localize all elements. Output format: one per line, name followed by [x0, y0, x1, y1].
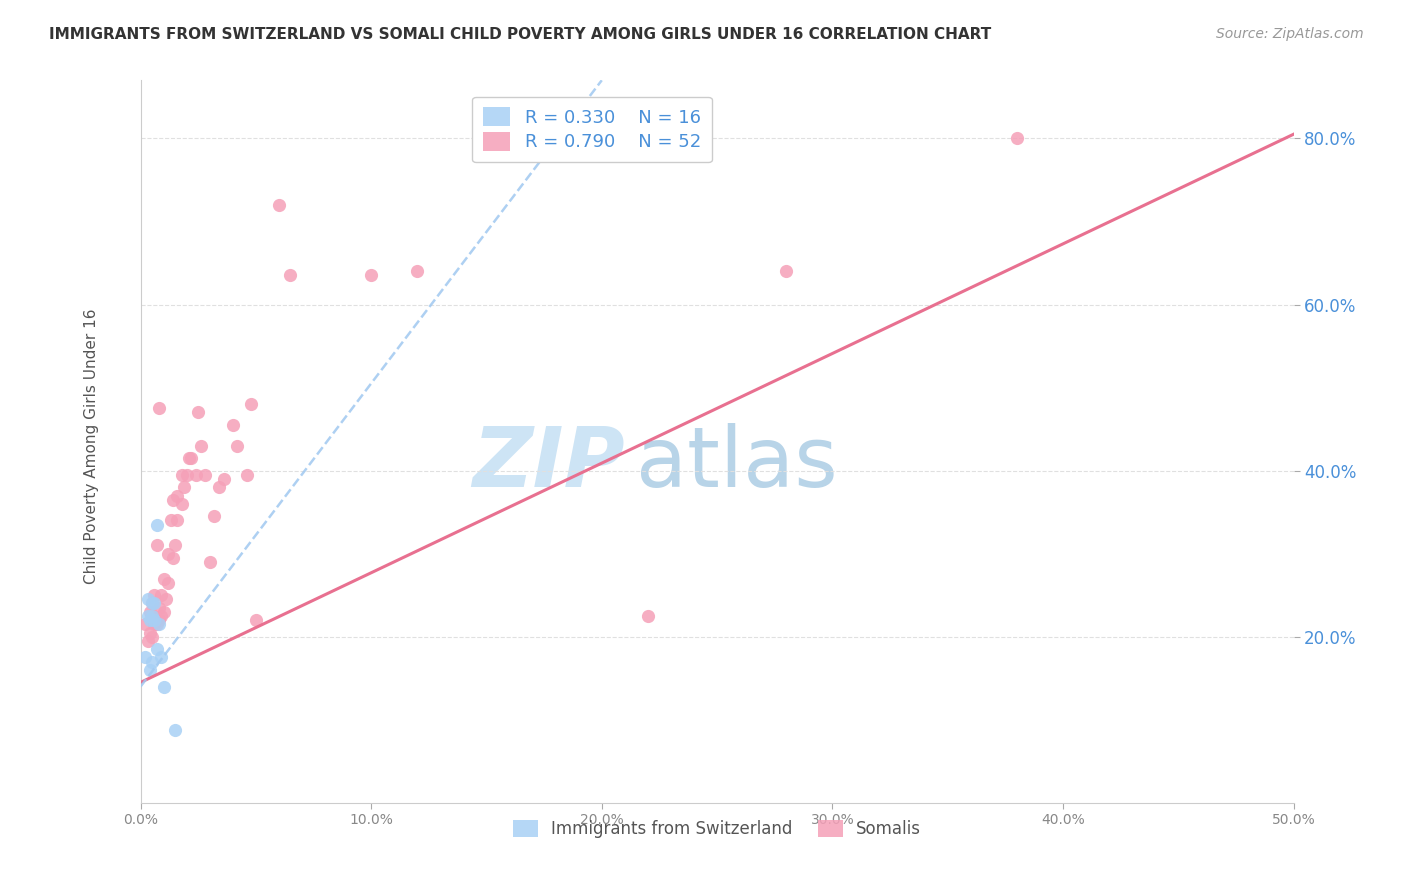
Point [141, 655, 163, 669]
Point [165, 538, 187, 552]
Point [143, 617, 166, 632]
Point [143, 597, 166, 611]
Point [134, 650, 156, 665]
Point [141, 630, 163, 644]
Point [245, 613, 267, 627]
Legend: Immigrants from Switzerland, Somalis: Immigrants from Switzerland, Somalis [506, 814, 928, 845]
Point [1005, 131, 1028, 145]
Point [134, 617, 156, 632]
Point [360, 268, 382, 283]
Point [145, 517, 167, 532]
Point [139, 613, 162, 627]
Point [198, 555, 221, 569]
Point [166, 489, 188, 503]
Text: ZIP: ZIP [472, 423, 624, 504]
Point [162, 492, 184, 507]
Point [148, 613, 170, 627]
Point [165, 723, 187, 737]
Point [152, 605, 174, 619]
Point [280, 268, 302, 283]
Point [159, 513, 181, 527]
Point [141, 609, 163, 624]
Point [148, 600, 170, 615]
Point [180, 451, 202, 466]
Point [194, 467, 217, 482]
Point [136, 592, 159, 607]
Point [166, 513, 188, 527]
Point [143, 588, 166, 602]
Point [267, 198, 290, 212]
Point [176, 467, 198, 482]
Point [139, 625, 162, 640]
Point [136, 633, 159, 648]
Point [145, 538, 167, 552]
Point [150, 650, 173, 665]
Point [143, 613, 166, 627]
Point [172, 467, 194, 482]
Point [172, 497, 194, 511]
Point [157, 575, 180, 590]
Point [775, 264, 797, 278]
Point [240, 397, 263, 411]
Point [637, 609, 659, 624]
Point [190, 439, 212, 453]
Point [406, 264, 429, 278]
Point [148, 401, 170, 416]
Point [155, 592, 177, 607]
Point [177, 451, 200, 466]
Text: Child Poverty Among Girls Under 16: Child Poverty Among Girls Under 16 [84, 309, 98, 583]
Point [136, 609, 159, 624]
Point [184, 467, 207, 482]
Point [222, 417, 245, 432]
Point [187, 405, 209, 419]
Text: atlas: atlas [637, 423, 838, 504]
Text: IMMIGRANTS FROM SWITZERLAND VS SOMALI CHILD POVERTY AMONG GIRLS UNDER 16 CORRELA: IMMIGRANTS FROM SWITZERLAND VS SOMALI CH… [49, 27, 991, 42]
Point [173, 480, 195, 494]
Point [141, 597, 163, 611]
Point [208, 480, 231, 494]
Point [157, 547, 180, 561]
Point [226, 439, 249, 453]
Point [152, 572, 174, 586]
Point [212, 472, 235, 486]
Point [141, 597, 163, 611]
Point [152, 680, 174, 694]
Point [145, 617, 167, 632]
Point [148, 617, 170, 632]
Point [150, 609, 173, 624]
Point [139, 605, 162, 619]
Point [139, 663, 162, 677]
Point [202, 509, 225, 524]
Text: Source: ZipAtlas.com: Source: ZipAtlas.com [1216, 27, 1364, 41]
Point [150, 588, 173, 602]
Point [235, 467, 257, 482]
Point [145, 642, 167, 657]
Point [162, 550, 184, 565]
